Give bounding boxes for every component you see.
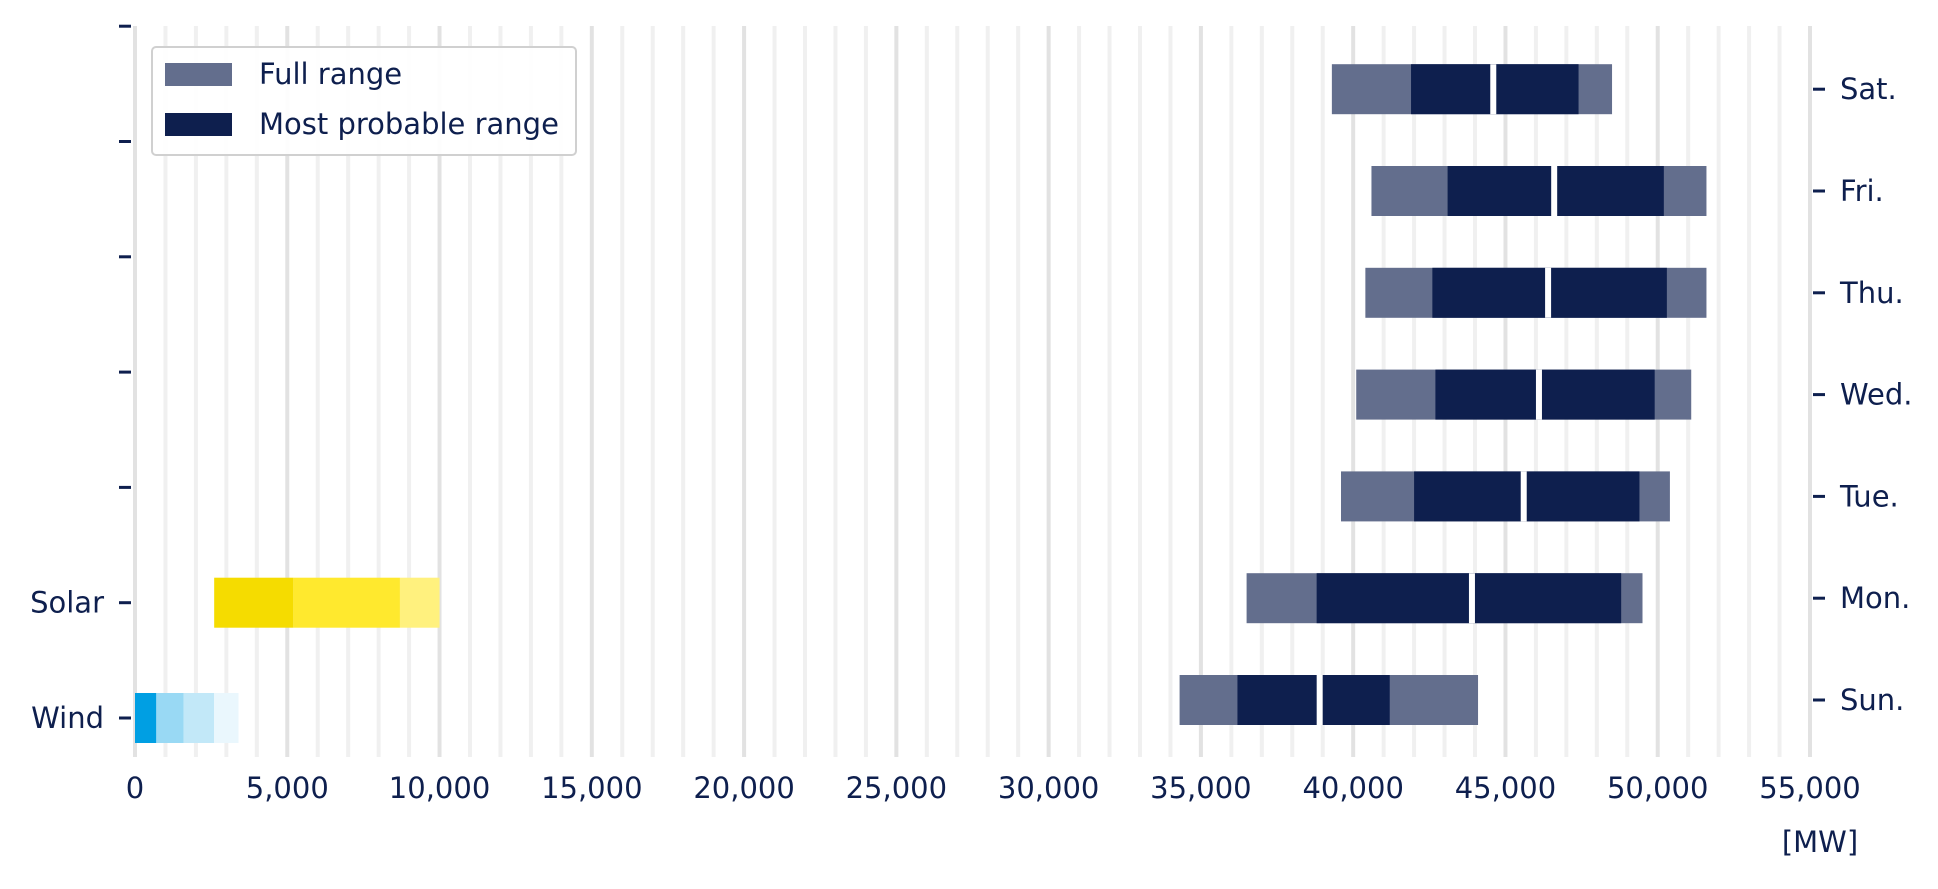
day-label-sat: Sat. [1840, 72, 1897, 106]
day-label-wed: Wed. [1840, 378, 1912, 412]
legend-label-full-range: Full range [259, 57, 402, 91]
x-tick-label: 45,000 [1455, 771, 1556, 805]
x-tick-label: 55,000 [1759, 771, 1860, 805]
wind-segment [135, 693, 157, 743]
x-tick-label: 5,000 [246, 771, 329, 805]
x-tick-label: 50,000 [1607, 771, 1708, 805]
x-tick-label: 40,000 [1302, 771, 1403, 805]
probable-range-bar-wed [1435, 369, 1655, 420]
wind-segment [156, 693, 184, 743]
day-label-fri: Fri. [1840, 174, 1884, 208]
x-axis: [MW] 0 5,000 10,000 15,000 20,000 25,000 30,00… [126, 771, 1861, 859]
day-label-tue: Tue. [1839, 479, 1899, 513]
x-tick-label: 30,000 [998, 771, 1099, 805]
day-label-sun: Sun. [1840, 683, 1904, 717]
day-label-thu: Thu. [1839, 276, 1904, 310]
probable-range-bar-sun [1237, 675, 1390, 725]
legend: Full range Most probable range [151, 46, 577, 156]
left-tick-label: Wind [31, 701, 104, 735]
wind-segment [183, 693, 215, 743]
probable-range-bar-mon [1316, 573, 1622, 624]
left-axis: Wind Solar [30, 24, 131, 735]
bars [135, 64, 1707, 743]
x-tick-label: 0 [126, 771, 144, 805]
x-tick-label: 15,000 [541, 771, 642, 805]
x-tick-label: 10,000 [389, 771, 490, 805]
wind-segment [214, 693, 239, 743]
legend-swatch-most-probable-range [165, 113, 232, 136]
solar-segment [214, 577, 294, 628]
solar-segment [399, 577, 440, 628]
solar-segment [293, 577, 400, 628]
left-tick-label: Solar [30, 586, 104, 620]
right-axis: Sun. Mon. Tue. Wed. Thu. Fri. Sat. [1813, 72, 1912, 717]
legend-frame [151, 46, 577, 156]
day-label-mon: Mon. [1840, 581, 1910, 615]
x-tick-label: 25,000 [846, 771, 947, 805]
x-unit-label: [MW] [1782, 825, 1858, 859]
x-tick-label: 20,000 [693, 771, 794, 805]
legend-label-most-probable-range: Most probable range [259, 107, 559, 141]
probable-range-bar-tue [1414, 471, 1640, 522]
x-tick-label: 35,000 [1150, 771, 1251, 805]
legend-swatch-full-range [165, 63, 232, 86]
